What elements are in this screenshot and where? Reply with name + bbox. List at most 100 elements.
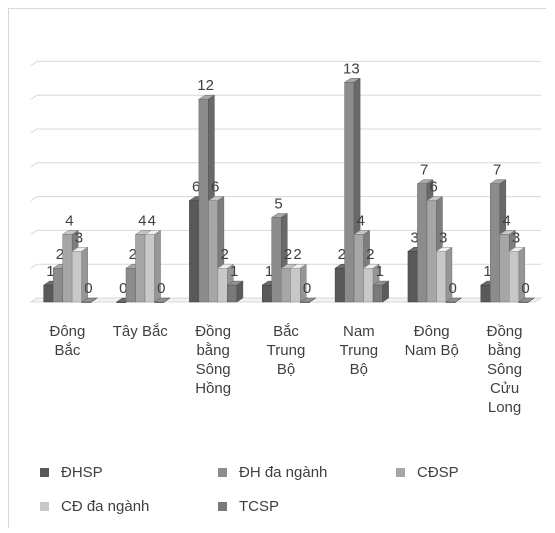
- bar: [271, 217, 282, 303]
- data-label: 4: [138, 212, 146, 229]
- data-label: 5: [274, 196, 282, 213]
- data-label: 13: [343, 60, 360, 77]
- bar: [208, 200, 219, 303]
- bar: [290, 267, 301, 303]
- bar-side: [455, 297, 462, 303]
- x-tick-label-line: Đồng: [486, 323, 523, 340]
- x-tick-label-line: Bắc: [54, 342, 81, 359]
- bar: [509, 251, 520, 303]
- bar: [407, 251, 418, 303]
- chart-frame: [8, 8, 546, 528]
- x-tick-label-line: Sông: [195, 361, 231, 378]
- data-label: 0: [303, 280, 311, 297]
- x-tick-label-line: Tây Bắc: [112, 323, 168, 340]
- data-label: 1: [230, 263, 238, 280]
- bar: [189, 200, 200, 303]
- x-tick-label-line: Bộ: [349, 361, 369, 378]
- bar: [334, 267, 345, 303]
- data-label: 12: [197, 77, 214, 94]
- bar-side: [528, 297, 535, 303]
- data-label: 2: [338, 246, 346, 263]
- x-tick-label-line: Trung: [266, 342, 306, 359]
- bar-side: [309, 297, 316, 303]
- data-label: 6: [430, 179, 438, 196]
- x-tick-label-line: Cửu: [489, 380, 520, 397]
- x-tick-label-line: Sông: [487, 361, 523, 378]
- data-label: 7: [493, 162, 501, 179]
- gridline: [30, 128, 541, 134]
- bar: [262, 284, 272, 303]
- data-label: 4: [357, 212, 365, 229]
- bar-side: [236, 280, 244, 303]
- bar: [125, 267, 136, 303]
- x-tick-label: Đông Bắc: [31, 322, 103, 360]
- gridline: [30, 60, 541, 66]
- bar: [281, 267, 291, 303]
- bar: [480, 284, 491, 303]
- x-tick-label-line: Đông: [49, 323, 86, 340]
- data-label: 3: [75, 229, 83, 246]
- gridline: [30, 196, 541, 202]
- bar: [353, 234, 364, 303]
- bar: [426, 200, 437, 303]
- x-tick-label-line: Bộ: [276, 361, 296, 378]
- bar: [71, 251, 82, 303]
- x-tick-label-line: Đông: [413, 323, 450, 340]
- data-label: 4: [65, 212, 73, 229]
- bar: [217, 267, 228, 303]
- data-label: 2: [56, 246, 64, 263]
- bar: [436, 251, 447, 303]
- data-label: 2: [220, 246, 228, 263]
- bar: [43, 284, 54, 303]
- bar: [372, 284, 383, 303]
- gridline: [30, 94, 541, 100]
- data-label: 1: [46, 263, 54, 280]
- bar: [144, 234, 155, 303]
- x-tick-label: Đồng bằng Sông Hồng: [177, 322, 249, 398]
- bar: [52, 267, 63, 303]
- data-label: 4: [148, 212, 156, 229]
- bar: [417, 183, 428, 303]
- bar: [344, 82, 355, 303]
- x-tick-label-line: bằng: [487, 342, 522, 359]
- x-tick-label-line: Đồng: [195, 323, 232, 340]
- data-label: 1: [376, 263, 384, 280]
- bar-side: [382, 280, 389, 303]
- x-tick-label-line: Trung: [339, 342, 379, 359]
- x-tick-label-line: Nam: [343, 323, 375, 340]
- x-tick-label: Tây Bắc: [104, 322, 176, 341]
- x-tick-label-line: Bắc: [273, 323, 299, 340]
- bar: [490, 183, 501, 303]
- data-label: 3: [411, 229, 419, 246]
- data-label: 2: [129, 246, 137, 263]
- x-tick-label: Đông Nam Bộ: [396, 322, 468, 360]
- data-label: 0: [449, 280, 457, 297]
- data-label: 2: [366, 246, 374, 263]
- data-label: 0: [84, 280, 92, 297]
- data-label: 1: [265, 263, 273, 280]
- x-tick-label: Bắc Trung Bộ: [250, 322, 322, 379]
- bar: [135, 234, 146, 303]
- data-label: 2: [284, 246, 292, 263]
- data-label: 4: [502, 212, 510, 229]
- data-label: 0: [157, 280, 165, 297]
- data-label: 3: [512, 229, 520, 246]
- gridline: [30, 162, 541, 168]
- bar-side: [91, 297, 98, 303]
- data-label: 1: [483, 263, 491, 280]
- x-tick-label-line: Nam Bộ: [404, 342, 459, 359]
- x-tick-label-line: Long: [487, 399, 522, 416]
- bar: [198, 98, 209, 303]
- data-label: 3: [439, 229, 447, 246]
- bar: [363, 267, 374, 303]
- data-label: 6: [211, 179, 219, 196]
- bar: [499, 234, 510, 303]
- bar-side: [163, 297, 171, 303]
- gridline: [30, 229, 541, 235]
- data-label: 7: [420, 162, 428, 179]
- data-label: 2: [293, 246, 301, 263]
- data-label: 6: [192, 179, 200, 196]
- x-tick-label-line: Hồng: [195, 380, 232, 397]
- x-tick-label-line: bằng: [196, 342, 230, 359]
